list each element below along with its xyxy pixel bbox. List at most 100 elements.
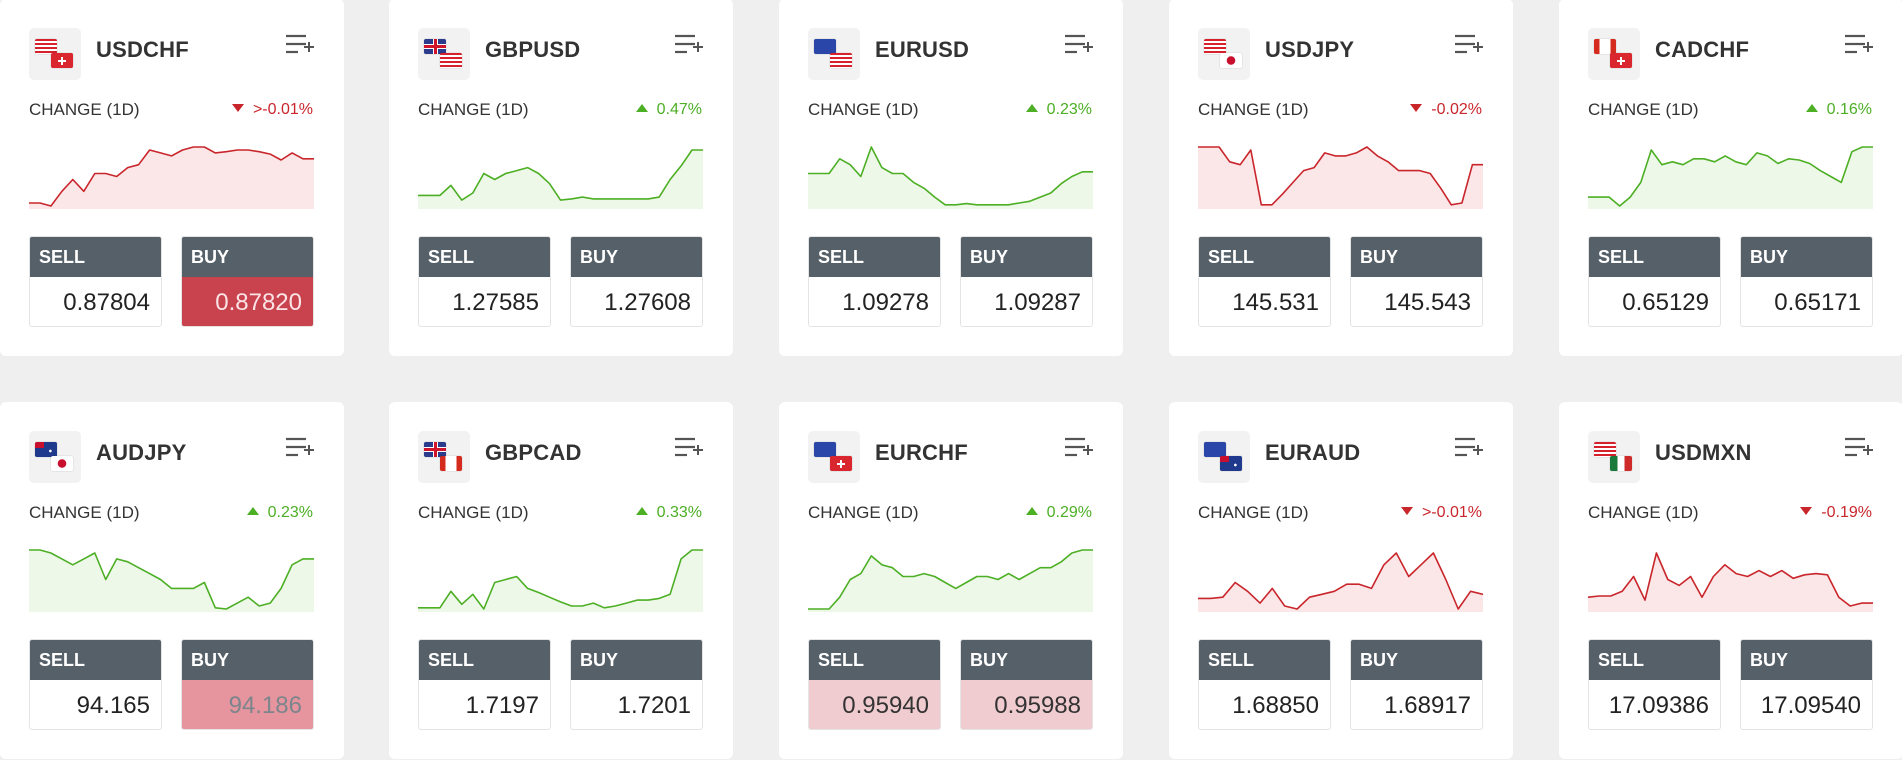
add-to-watchlist-icon[interactable] [1453,436,1485,460]
sparkline-area [1198,553,1483,612]
sell-price: 17.09386 [1608,692,1709,719]
instrument-symbol[interactable]: EURUSD [875,37,970,62]
add-to-watchlist-icon[interactable] [1843,436,1875,460]
buy-label: BUY [182,640,313,680]
instrument-symbol[interactable]: CADCHF [1655,37,1750,62]
buy-label: BUY [1741,237,1872,277]
japan-flag-icon [1220,53,1242,68]
sparkline-area [29,550,314,612]
instrument-symbol[interactable]: EURCHF [875,440,968,465]
sell-label: SELL [1589,640,1720,680]
sell-price: 1.09278 [842,289,929,316]
price-sparkline [808,146,1093,209]
sell-button[interactable]: SELL 145.531 [1198,236,1331,327]
arrow-up-icon [246,507,259,515]
currency-pair-flag-icon [808,431,860,483]
sell-price: 1.7197 [465,692,539,719]
currency-pair-flag-icon [418,431,470,483]
us-flag-icon [830,53,852,68]
mexico-flag-icon [1610,456,1632,471]
add-to-watchlist-icon[interactable] [1063,33,1095,57]
sparkline-line [1588,146,1873,207]
change-percent: 0.29% [1046,504,1092,521]
buy-button[interactable]: BUY 17.09540 [1740,639,1873,730]
change-label: CHANGE (1D) [418,503,529,522]
sell-button[interactable]: SELL 1.68850 [1198,639,1331,730]
sell-button[interactable]: SELL 1.27585 [418,236,551,327]
instrument-symbol[interactable]: USDCHF [96,37,189,62]
sell-button[interactable]: SELL 1.09278 [808,236,941,327]
instrument-symbol[interactable]: GBPCAD [485,440,582,465]
currency-pair-flag-icon [1198,28,1250,80]
instrument-symbol[interactable]: EURAUD [1265,440,1361,465]
sell-button[interactable]: SELL 0.65129 [1588,236,1721,327]
instrument-card: EURCHF CHANGE (1D) 0.29% SELL 0.95940 BUY 0.95… [779,402,1123,759]
instrument-symbol[interactable]: USDJPY [1265,37,1355,62]
instrument-card: EURUSD CHANGE (1D) 0.23% SELL 1.09278 BUY 1.09… [779,0,1123,356]
sell-label: SELL [419,640,550,680]
price-sparkline [1588,146,1873,209]
uk-flag-icon [424,442,446,457]
sell-button[interactable]: SELL 0.87804 [29,236,162,327]
instrument-symbol[interactable]: USDMXN [1655,440,1752,465]
buy-button[interactable]: BUY 1.68917 [1350,639,1483,730]
buy-label: BUY [961,237,1092,277]
sell-price: 1.68850 [1232,692,1319,719]
arrow-down-icon [1800,507,1813,515]
canada-flag-icon [440,456,462,471]
canada-flag-icon [1594,39,1616,54]
buy-button[interactable]: BUY 145.543 [1350,236,1483,327]
buy-button[interactable]: BUY 94.186 [181,639,314,730]
currency-pair-flag-icon [418,28,470,80]
add-to-watchlist-icon[interactable] [284,33,316,57]
buy-price: 17.09540 [1760,692,1861,719]
sell-button[interactable]: SELL 1.7197 [418,639,551,730]
sparkline-area [1198,147,1483,209]
buy-button[interactable]: BUY 0.87820 [181,236,314,327]
add-to-watchlist-icon[interactable] [1453,33,1485,57]
add-to-watchlist-icon[interactable] [284,436,316,460]
add-to-watchlist-icon[interactable] [673,33,705,57]
buy-button[interactable]: BUY 0.65171 [1740,236,1873,327]
buy-price: 1.7201 [617,692,691,719]
add-to-watchlist-icon[interactable] [673,436,705,460]
add-to-watchlist-icon[interactable] [1063,436,1095,460]
buy-button[interactable]: BUY 0.95988 [960,639,1093,730]
arrow-up-icon [635,104,648,112]
sparkline-area [29,147,314,209]
sell-button[interactable]: SELL 0.95940 [808,639,941,730]
sparkline-area [1588,147,1873,209]
eu-flag-icon [1204,442,1226,457]
change-label: CHANGE (1D) [418,100,529,119]
price-sparkline [418,549,703,612]
buy-button[interactable]: BUY 1.27608 [570,236,703,327]
change-label: CHANGE (1D) [29,503,140,522]
instrument-card: EURAUD CHANGE (1D) >-0.01% SELL 1.68850 BUY 1.… [1169,402,1513,759]
australia-flag-icon [35,442,57,457]
price-sparkline [29,146,314,209]
buy-price: 0.65171 [1774,289,1861,316]
change-percent: -0.19% [1821,504,1872,521]
us-flag-icon [35,39,57,54]
buy-price: 1.09287 [994,289,1081,316]
buy-button[interactable]: BUY 1.09287 [960,236,1093,327]
sell-label: SELL [30,237,161,277]
instrument-symbol[interactable]: GBPUSD [485,37,581,62]
sparkline-area [808,147,1093,209]
buy-button[interactable]: BUY 1.7201 [570,639,703,730]
sell-label: SELL [30,640,161,680]
sell-button[interactable]: SELL 17.09386 [1588,639,1721,730]
change-value: 0.16% [1805,101,1872,119]
sell-button[interactable]: SELL 94.165 [29,639,162,730]
arrow-down-icon [1400,507,1413,515]
sparkline-line [1198,552,1483,610]
buy-label: BUY [571,640,702,680]
price-sparkline [1588,552,1873,612]
instrument-symbol[interactable]: AUDJPY [96,440,187,465]
sell-label: SELL [1199,237,1330,277]
instrument-card: USDJPY CHANGE (1D) -0.02% SELL 145.531 BUY 145… [1169,0,1513,356]
add-to-watchlist-icon[interactable] [1843,33,1875,57]
sell-label: SELL [419,237,550,277]
sell-price: 145.531 [1232,289,1319,316]
instrument-card: GBPCAD CHANGE (1D) 0.33% SELL 1.7197 BUY 1.720… [389,402,733,759]
